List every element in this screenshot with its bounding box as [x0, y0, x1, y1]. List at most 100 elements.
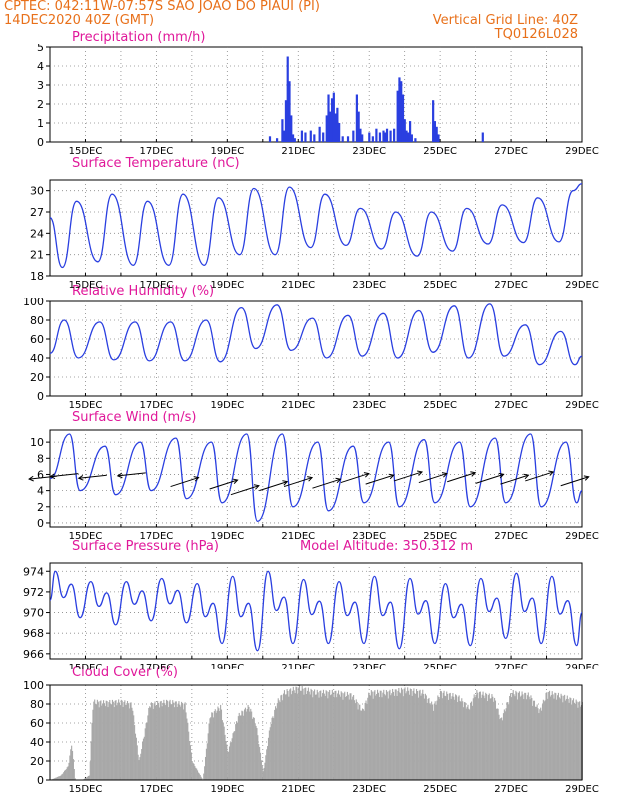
cloud-bar [113, 707, 115, 780]
cloud-bar [439, 690, 442, 780]
precip-bar [290, 115, 293, 142]
cloud-bar [535, 706, 537, 780]
cloud-bar [65, 769, 67, 780]
cloud-bar [182, 709, 184, 780]
cloud-bar [177, 703, 179, 780]
cloud-bar [87, 776, 89, 780]
x-tick-label: 19DEC [210, 400, 244, 411]
cloud-bar [415, 693, 417, 780]
cloud-bar [528, 696, 530, 780]
cloud-bar [380, 690, 382, 780]
cloud-bar [57, 776, 59, 780]
cloud-bar [189, 745, 192, 780]
cloud-bar [554, 692, 556, 780]
cloud-bar [508, 704, 510, 780]
cloud-bar [226, 744, 228, 780]
cloud-bar [252, 717, 254, 780]
cloud-bar [307, 687, 309, 780]
cloud-bar [487, 695, 489, 780]
cloud-bar [67, 766, 69, 780]
precip-bar [398, 77, 401, 142]
cloud-bar [115, 700, 117, 780]
cloud-bar [317, 692, 319, 780]
cloud-bar [332, 692, 334, 780]
y-tick-label: 100 [23, 298, 44, 308]
cloud-bar [280, 695, 282, 780]
cloud-bar [147, 715, 149, 780]
cloud-bar [405, 693, 407, 780]
cloud-bar [156, 705, 158, 780]
cloud-bar [383, 689, 385, 780]
cloud-bar [513, 694, 515, 780]
wind-vector [259, 481, 288, 492]
cloud-bar [580, 705, 583, 780]
cloud-bar [133, 715, 135, 780]
cloud-bar [464, 702, 466, 780]
cloud-bar [329, 689, 331, 780]
cloud-bar [526, 695, 528, 780]
cloud-bar [158, 707, 160, 780]
cloud-bar [131, 707, 133, 780]
cloud-bar [236, 721, 238, 780]
cloud-bar [271, 717, 273, 780]
y-tick-label: 3 [37, 79, 44, 92]
cloud-bar [157, 702, 160, 780]
cloud-bar [498, 714, 500, 780]
wind-chart: 0 2 4 6 8 10 15DEC 17DEC 19DEC 21DEC 23DEC 25DEC 27D… [28, 429, 599, 542]
cloud-bar [103, 700, 105, 780]
cloud-bar [153, 703, 155, 780]
model-altitude-label: Model Altitude: 350.312 m [300, 539, 474, 554]
cloud-bar [367, 697, 369, 780]
cloud-bar [438, 696, 440, 780]
cloud-bar [95, 704, 98, 780]
cloud-bar [411, 695, 413, 780]
cloud-bar [386, 691, 388, 780]
cloud-bar [568, 702, 570, 780]
cloud-bar [518, 691, 520, 780]
cloud-bar [52, 778, 54, 780]
x-tick-label: 25DEC [423, 663, 457, 669]
wind-vector-head [363, 472, 370, 478]
cloud-bar [142, 742, 144, 780]
cloud-bar [228, 751, 230, 780]
cloud-bar [433, 703, 435, 780]
cloud-bar [232, 733, 234, 780]
cloud-bar [548, 691, 550, 780]
cloud-bar [258, 744, 260, 780]
cloud-bar [335, 690, 337, 780]
cloud-bar [571, 704, 573, 780]
precip-bar [384, 132, 387, 142]
plot-frame [49, 562, 583, 660]
cloud-bar [334, 690, 336, 780]
cloud-bar [519, 696, 521, 780]
cloud-bar [206, 743, 208, 780]
precip-bar [371, 136, 374, 142]
cloud-bar [426, 702, 428, 780]
cloud-bar [63, 772, 65, 780]
cloud-bar [482, 691, 484, 780]
x-tick-label: 15DEC [69, 784, 103, 795]
cloud-bar [212, 712, 214, 780]
cloud-bar [293, 690, 295, 780]
cloud-bar [314, 694, 317, 780]
cloud-bar [408, 694, 411, 780]
cloud-bar [181, 703, 184, 780]
cloud-bar [410, 689, 412, 780]
x-tick-label: 27DEC [494, 400, 528, 411]
cloud-bar [301, 686, 303, 780]
cloud-bar [237, 716, 239, 780]
cloud-bar [130, 702, 132, 780]
cloud-bar [418, 690, 420, 780]
cloud-bar [247, 704, 249, 780]
cloud-bar [165, 699, 168, 780]
cloud-bar [191, 761, 193, 780]
cloud-bar [255, 725, 257, 780]
wind-vector [340, 473, 369, 484]
cloud-bar [106, 701, 108, 780]
cloud-bar [308, 691, 310, 780]
cloud-bar [384, 695, 387, 780]
cloud-bar [446, 691, 448, 780]
y-tick-label: 40 [30, 736, 44, 749]
precip-bar [433, 121, 437, 142]
wind-vector [447, 472, 476, 483]
